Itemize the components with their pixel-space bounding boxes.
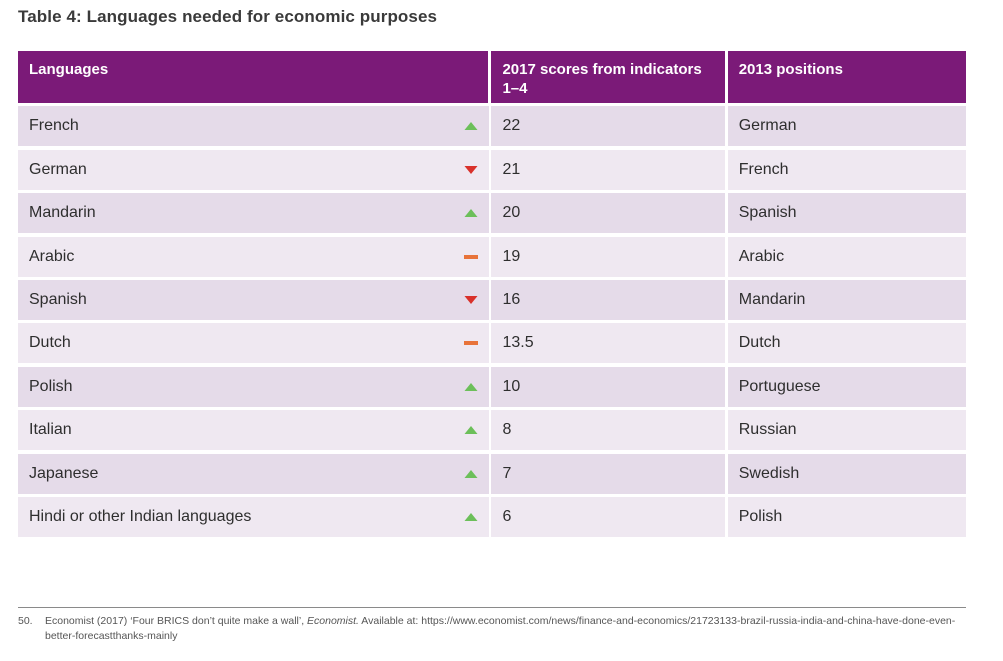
table-row: Hindi or other Indian languages 6 Polish	[18, 496, 966, 537]
language-name: Japanese	[29, 464, 99, 482]
header-2017-scores: 2017 scores from indicators 1–4	[502, 61, 702, 97]
score-cell: 7	[491, 453, 725, 494]
table-row: Japanese 7 Swedish	[18, 453, 966, 494]
position-2013-cell: Swedish	[727, 453, 966, 494]
score-cell: 10	[491, 366, 725, 407]
table-row: French 22 German	[18, 106, 966, 147]
language-cell: Hindi or other Indian languages	[18, 496, 489, 537]
trend-up-icon	[464, 122, 477, 131]
language-name: French	[29, 117, 79, 135]
position-2013-cell: Russian	[727, 410, 966, 451]
position-2013-cell: French	[727, 149, 966, 190]
table-header: Languages 2017 scores from indicators 1–…	[18, 51, 966, 103]
language-cell: Arabic	[18, 236, 489, 277]
table-body: French 22 German German 21 French Mandarin 20 Sp…	[18, 106, 966, 537]
position-2013-cell: Spanish	[727, 193, 966, 234]
language-name: Dutch	[29, 334, 71, 352]
language-cell: Japanese	[18, 453, 489, 494]
table-row: Arabic 19 Arabic	[18, 236, 966, 277]
footnote-number: 50.	[18, 615, 33, 627]
table-row: Dutch 13.5 Dutch	[18, 323, 966, 364]
trend-up-icon	[464, 426, 477, 435]
languages-table: Languages 2017 scores from indicators 1–…	[18, 51, 966, 537]
language-name: German	[29, 160, 87, 178]
language-cell: Spanish	[18, 279, 489, 320]
language-name: Italian	[29, 421, 72, 439]
language-cell: Mandarin	[18, 193, 489, 234]
footnote-text: Economist (2017) ‘Four BRICS don’t quite…	[45, 615, 956, 642]
footnote: 50. Economist (2017) ‘Four BRICS don’t q…	[18, 614, 966, 643]
score-cell: 6	[491, 496, 725, 537]
header-languages: Languages	[29, 61, 109, 78]
trend-same-icon	[463, 341, 478, 346]
table-row: Mandarin 20 Spanish	[18, 193, 966, 234]
trend-up-icon	[464, 209, 477, 218]
score-cell: 22	[491, 106, 725, 147]
position-2013-cell: German	[727, 106, 966, 147]
score-cell: 16	[491, 279, 725, 320]
trend-down-icon	[464, 165, 477, 174]
score-cell: 19	[491, 236, 725, 277]
language-name: Arabic	[29, 247, 75, 265]
language-name: Polish	[29, 377, 73, 395]
language-cell: Polish	[18, 366, 489, 407]
table-row: Polish 10 Portuguese	[18, 366, 966, 407]
table-title: Table 4: Languages needed for economic p…	[18, 7, 438, 26]
score-cell: 8	[491, 410, 725, 451]
language-cell: French	[18, 106, 489, 147]
trend-up-icon	[464, 469, 477, 478]
language-name: Hindi or other Indian languages	[29, 507, 252, 525]
language-name: Mandarin	[29, 204, 96, 222]
score-cell: 21	[491, 149, 725, 190]
trend-down-icon	[464, 295, 477, 304]
table-row: Spanish 16 Mandarin	[18, 279, 966, 320]
trend-same-icon	[463, 254, 478, 259]
position-2013-cell: Polish	[727, 496, 966, 537]
position-2013-cell: Portuguese	[727, 366, 966, 407]
language-name: Spanish	[29, 290, 87, 308]
position-2013-cell: Mandarin	[727, 279, 966, 320]
language-cell: Dutch	[18, 323, 489, 364]
language-cell: Italian	[18, 410, 489, 451]
header-2013-positions: 2013 positions	[738, 61, 843, 78]
table-row: Italian 8 Russian	[18, 410, 966, 451]
trend-up-icon	[464, 382, 477, 391]
table-row: German 21 French	[18, 149, 966, 190]
score-cell: 20	[491, 193, 725, 234]
language-cell: German	[18, 149, 489, 190]
position-2013-cell: Dutch	[727, 323, 966, 364]
position-2013-cell: Arabic	[727, 236, 966, 277]
trend-up-icon	[464, 512, 477, 521]
footnote-divider	[18, 607, 966, 608]
score-cell: 13.5	[491, 323, 725, 364]
